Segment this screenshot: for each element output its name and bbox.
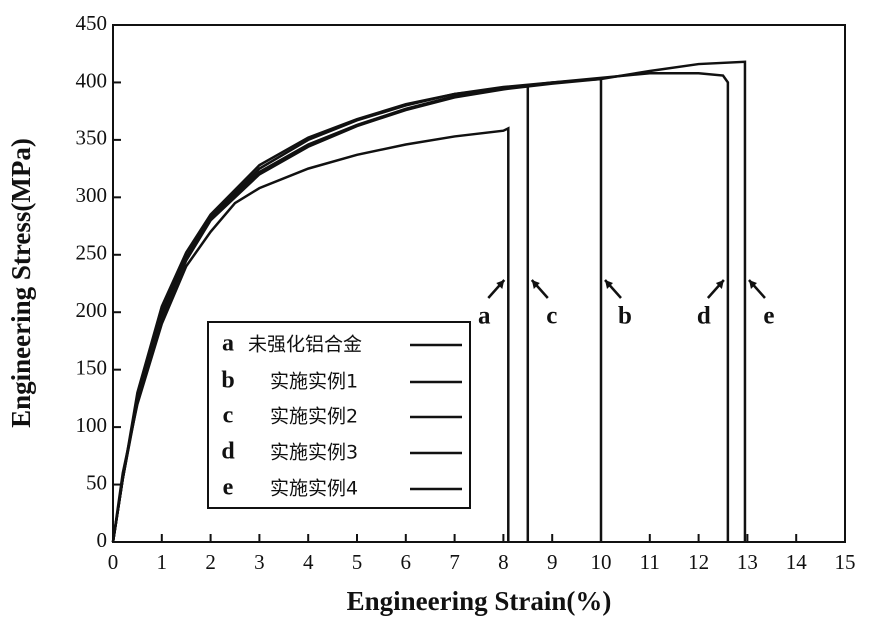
x-tick-label: 12 [688,550,709,574]
annotation: e [763,303,774,330]
x-tick-label: 11 [640,550,660,574]
legend-name: 未强化铝合金 [248,334,362,356]
y-tick-label: 400 [76,68,108,92]
x-tick-label: 14 [786,550,808,574]
x-tick-label: 3 [254,550,265,574]
y-tick-label: 150 [76,355,108,379]
x-tick-label: 4 [303,550,314,574]
annotation: a [478,303,491,330]
x-tick-label: 5 [352,550,363,574]
x-axis-title: Engineering Strain(%) [347,586,612,616]
annotation: b [618,303,632,330]
y-tick-label: 0 [97,528,108,552]
x-tick-label: 10 [591,550,612,574]
annotation: d [697,303,711,330]
x-tick-label: 15 [835,550,856,574]
legend-letter: c [223,403,234,429]
legend-name: 实施实例2 [270,406,358,428]
x-tick-label: 1 [157,550,168,574]
x-tick-label: 0 [108,550,119,574]
y-axis-title: Engineering Stress(MPa) [6,138,36,428]
annotation: c [546,303,557,330]
legend-letter: b [221,368,234,394]
legend-letter: e [223,475,234,501]
legend-letter: a [222,331,234,357]
x-tick-label: 9 [547,550,558,574]
y-tick-label: 350 [76,126,108,150]
legend-name: 实施实例1 [270,371,358,393]
y-tick-label: 100 [76,413,108,437]
x-tick-label: 8 [498,550,509,574]
legend-letter: d [221,439,235,465]
y-tick-label: 450 [76,11,108,35]
y-tick-label: 300 [76,183,108,207]
legend-name: 实施实例3 [270,442,358,464]
x-tick-label: 7 [449,550,460,574]
x-tick-label: 6 [401,550,412,574]
y-tick-label: 200 [76,298,108,322]
legend-name: 实施实例4 [270,478,358,500]
x-tick-label: 13 [737,550,758,574]
x-tick-label: 2 [205,550,216,574]
y-tick-label: 50 [86,470,107,494]
y-tick-label: 250 [76,241,108,265]
